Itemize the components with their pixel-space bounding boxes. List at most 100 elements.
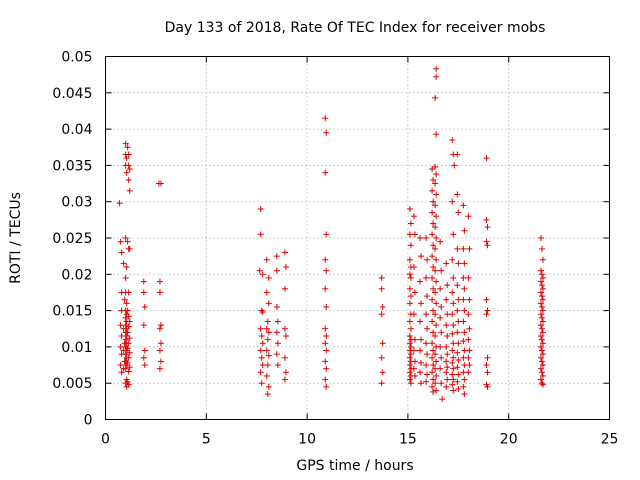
y-tick-label: 0.025 [52, 231, 92, 247]
data-point [429, 274, 436, 281]
data-point [406, 318, 413, 325]
data-point [120, 260, 127, 267]
data-point [455, 356, 462, 363]
data-point [433, 322, 440, 329]
data-point [124, 307, 131, 314]
data-point [322, 169, 329, 176]
data-point [443, 322, 450, 329]
data-point [259, 362, 266, 369]
data-point [437, 238, 444, 245]
data-point [432, 311, 439, 318]
data-point [539, 340, 546, 347]
data-point [123, 264, 130, 271]
data-point [411, 336, 418, 343]
data-point [465, 311, 472, 318]
data-point [455, 260, 462, 267]
data-point [423, 362, 430, 369]
data-point [124, 359, 131, 366]
data-point [465, 354, 472, 361]
data-point [432, 224, 439, 231]
data-point [538, 271, 545, 278]
data-point [537, 289, 544, 296]
data-point [379, 340, 386, 347]
data-point [539, 329, 546, 336]
data-point [465, 369, 472, 376]
data-point [429, 231, 436, 238]
data-point [454, 151, 461, 158]
data-point [407, 274, 414, 281]
data-point [455, 386, 462, 393]
data-point [466, 362, 473, 369]
data-point [156, 278, 163, 285]
data-point [264, 362, 271, 369]
data-point [432, 380, 439, 387]
data-point [407, 220, 414, 227]
data-point [257, 369, 264, 376]
data-point [466, 325, 473, 332]
data-point [484, 242, 491, 249]
data-point [430, 388, 437, 395]
data-point [265, 352, 272, 359]
data-point [125, 313, 132, 320]
y-tick-label: 0.035 [52, 158, 92, 174]
data-point [274, 340, 281, 347]
data-point [416, 235, 423, 241]
data-point [443, 383, 450, 390]
x-tick-labels: 0 5 10 15 20 25 [101, 432, 618, 448]
data-point [418, 359, 425, 366]
data-point [323, 267, 330, 274]
data-point [406, 362, 413, 369]
data-point [126, 318, 133, 325]
data-point [118, 249, 125, 256]
data-point [450, 354, 457, 361]
data-point [460, 318, 467, 325]
data-point [461, 391, 468, 398]
data-point [264, 318, 271, 325]
data-point [418, 300, 425, 307]
data-point [443, 369, 450, 376]
data-point [124, 144, 131, 151]
data-point [424, 351, 431, 358]
data-point [483, 362, 490, 369]
data-point [424, 256, 431, 263]
data-point [378, 311, 385, 318]
data-point [449, 198, 456, 205]
data-point [430, 176, 437, 183]
y-tick-label: 0.015 [52, 304, 92, 320]
data-point [449, 330, 456, 337]
data-point [407, 351, 414, 358]
data-point [483, 311, 490, 318]
data-point [451, 162, 458, 169]
data-point [460, 369, 467, 376]
data-point [455, 209, 462, 216]
data-point [423, 274, 430, 281]
data-point [406, 300, 413, 307]
data-point [124, 345, 131, 352]
data-point [323, 365, 330, 372]
data-point [406, 354, 413, 361]
data-point [281, 325, 288, 332]
data-point [423, 235, 430, 241]
data-point [118, 369, 125, 376]
data-point [444, 311, 451, 318]
data-point [460, 338, 467, 345]
data-point [449, 381, 456, 388]
data-point [438, 329, 445, 336]
data-point [418, 380, 425, 387]
data-point [438, 380, 445, 387]
data-point [450, 365, 457, 372]
data-point [538, 347, 545, 354]
data-point [424, 325, 431, 332]
data-point [282, 369, 289, 376]
data-point [433, 358, 440, 365]
data-point [410, 365, 417, 372]
data-point [430, 307, 437, 314]
data-point [538, 293, 545, 300]
data-point [538, 358, 545, 365]
data-point [416, 347, 423, 354]
y-tick-label: 0.03 [61, 195, 92, 211]
data-point [416, 318, 423, 325]
data-point [125, 151, 132, 158]
data-point [433, 235, 440, 241]
data-point [483, 155, 490, 162]
